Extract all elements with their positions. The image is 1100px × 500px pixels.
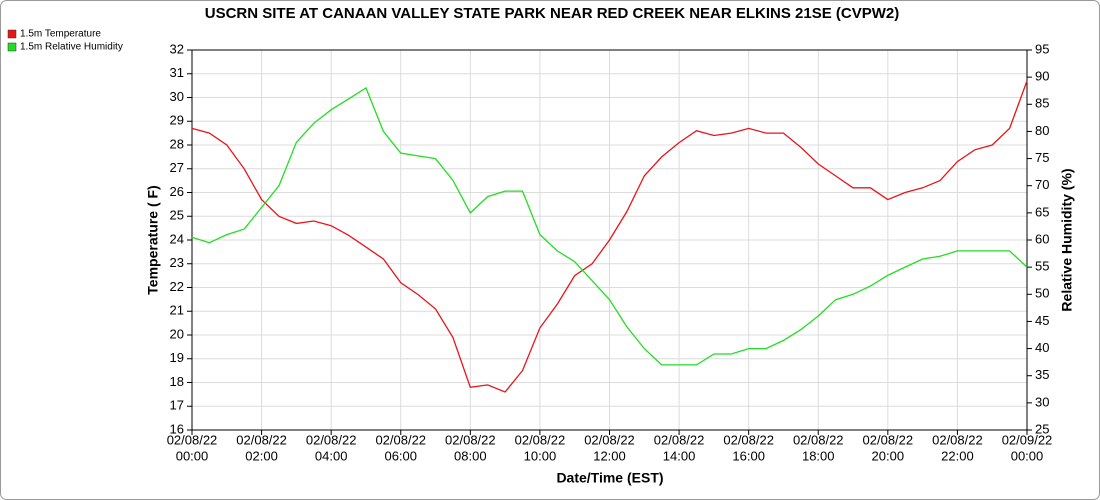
y2-tick-label: 80 [1035, 123, 1049, 138]
y-tick-label: 26 [170, 184, 184, 199]
x-tick-label: 02/08/22 [236, 432, 287, 447]
y-tick-label: 22 [170, 279, 184, 294]
y2-tick-label: 75 [1035, 150, 1049, 165]
y-tick-label: 29 [170, 113, 184, 128]
x-tick-label: 12:00 [593, 448, 626, 463]
x-tick-label: 04:00 [315, 448, 348, 463]
y2-tick-label: 85 [1035, 96, 1049, 111]
x-tick-label: 02/08/22 [793, 432, 844, 447]
y2-tick-label: 30 [1035, 394, 1049, 409]
y-tick-label: 25 [170, 208, 184, 223]
y-tick-label: 19 [170, 350, 184, 365]
y-axis-title: Temperature ( F) [145, 185, 161, 294]
y-tick-label: 20 [170, 326, 184, 341]
y2-tick-label: 90 [1035, 69, 1049, 84]
x-tick-label: 02/08/22 [515, 432, 566, 447]
x-tick-label: 10:00 [524, 448, 557, 463]
legend-swatch [7, 29, 17, 39]
x-tick-label: 02/08/22 [306, 432, 357, 447]
y2-tick-label: 70 [1035, 177, 1049, 192]
x-tick-label: 02/08/22 [584, 432, 635, 447]
y-tick-label: 31 [170, 65, 184, 80]
x-tick-label: 02/08/22 [167, 432, 218, 447]
x-tick-label: 02/08/22 [723, 432, 774, 447]
series-line [191, 87, 1028, 366]
y2-tick-label: 95 [1035, 41, 1049, 56]
legend-label: 1.5m Relative Humidity [20, 42, 123, 53]
x-tick-label: 08:00 [454, 448, 487, 463]
x-tick-label: 00:00 [1011, 448, 1044, 463]
legend-swatch [7, 42, 17, 52]
y-tick-label: 32 [170, 41, 184, 56]
y-tick-label: 17 [170, 398, 184, 413]
y2-tick-label: 65 [1035, 204, 1049, 219]
y2-tick-label: 25 [1035, 421, 1049, 436]
y2-axis-title: Relative Humidity (%) [1059, 168, 1075, 311]
x-tick-label: 02/08/22 [375, 432, 426, 447]
x-tick-label: 02/08/22 [654, 432, 705, 447]
chart-title: USCRN SITE AT CANAAN VALLEY STATE PARK N… [205, 5, 900, 22]
x-tick-label: 18:00 [802, 448, 835, 463]
x-tick-label: 06:00 [384, 448, 417, 463]
y-tick-label: 18 [170, 374, 184, 389]
x-tick-label: 00:00 [176, 448, 209, 463]
x-tick-label: 20:00 [872, 448, 905, 463]
x-tick-label: 02/09/22 [1002, 432, 1053, 447]
x-tick-label: 22:00 [941, 448, 974, 463]
y-tick-label: 27 [170, 160, 184, 175]
y-tick-label: 24 [170, 231, 184, 246]
x-tick-label: 02/08/22 [445, 432, 496, 447]
y-tick-label: 21 [170, 303, 184, 318]
y2-tick-label: 45 [1035, 313, 1049, 328]
legend-label: 1.5m Temperature [20, 29, 101, 40]
y-tick-label: 23 [170, 255, 184, 270]
y2-tick-label: 40 [1035, 340, 1049, 355]
x-tick-label: 14:00 [663, 448, 696, 463]
y-tick-label: 16 [170, 421, 184, 436]
plot-border [191, 49, 1028, 431]
x-tick-label: 02/08/22 [863, 432, 914, 447]
y2-tick-label: 60 [1035, 231, 1049, 246]
x-tick-label: 16:00 [732, 448, 765, 463]
x-tick-label: 02/08/22 [932, 432, 983, 447]
y2-tick-label: 50 [1035, 286, 1049, 301]
y2-tick-label: 55 [1035, 259, 1049, 274]
y2-tick-label: 35 [1035, 367, 1049, 382]
x-tick-label: 02:00 [245, 448, 278, 463]
y-tick-label: 30 [170, 89, 184, 104]
x-axis-title: Date/Time (EST) [556, 470, 663, 486]
y-tick-label: 28 [170, 136, 184, 151]
series-line [191, 80, 1028, 393]
